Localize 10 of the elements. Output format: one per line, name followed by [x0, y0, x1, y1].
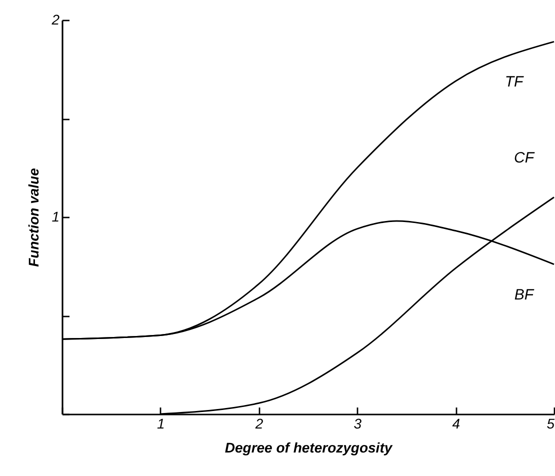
x-tick-label: 5 [546, 416, 555, 432]
series-label: TF [504, 74, 524, 91]
y-axis-title: Function value [26, 168, 42, 267]
x-tick-label: 2 [254, 416, 264, 432]
x-tick-label: 4 [452, 416, 460, 432]
x-tick-label: 3 [354, 416, 362, 432]
x-axis-title: Degree of heterozygosity [224, 440, 394, 456]
text: CF [514, 149, 535, 166]
x-tick-label: 1 [157, 416, 165, 432]
series-label: BF [514, 286, 534, 304]
